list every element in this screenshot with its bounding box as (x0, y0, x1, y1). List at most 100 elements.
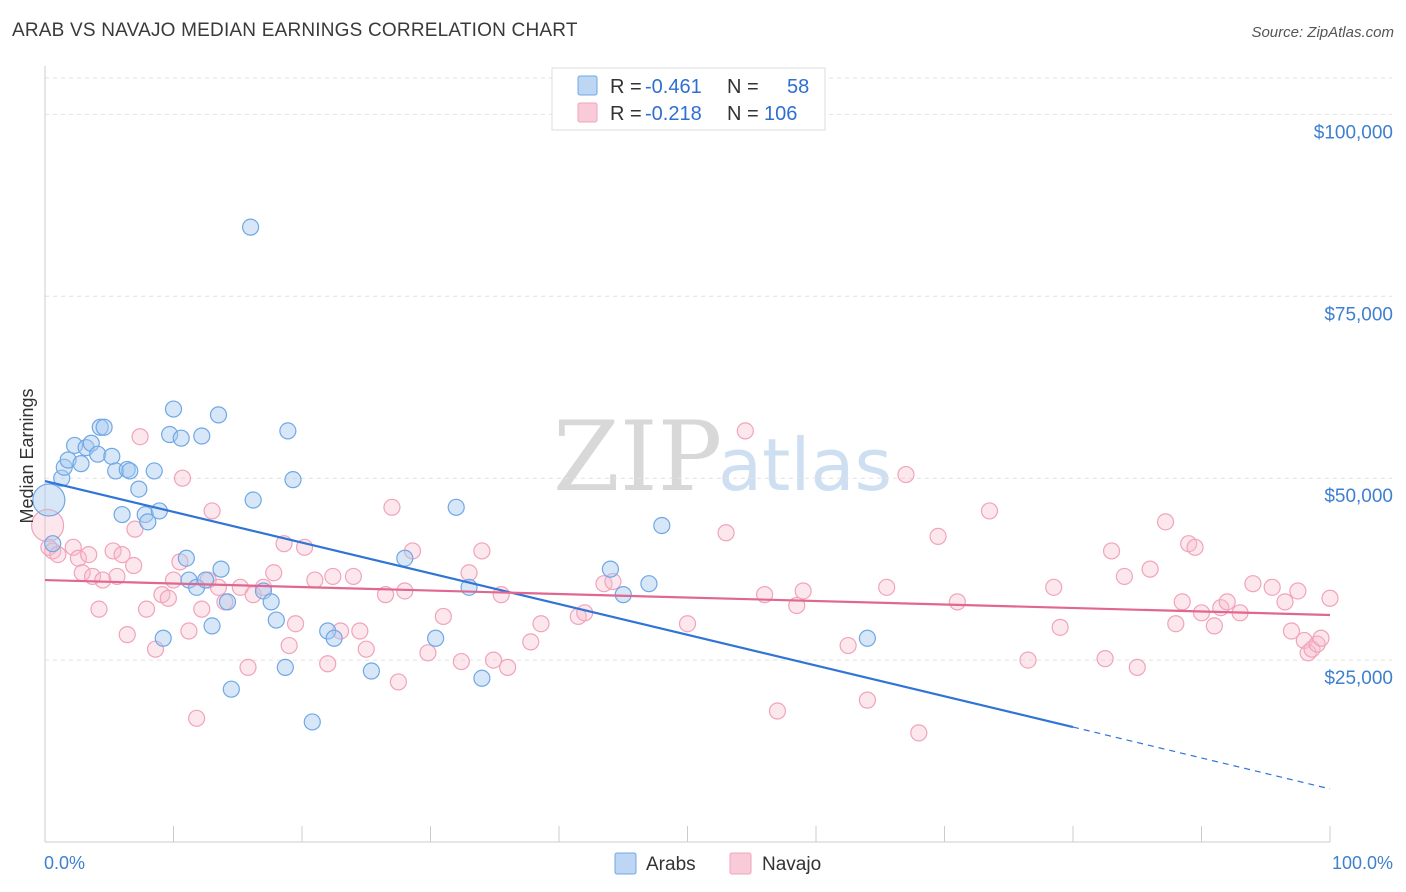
x-tick-label-1: 100.0% (1332, 853, 1393, 873)
arab-point-6 (72, 455, 90, 473)
navajo-point-50 (389, 673, 407, 691)
arab-point-21 (150, 502, 168, 520)
navajo-point-86 (1102, 542, 1121, 560)
navajo-point-22 (164, 571, 183, 589)
navajo-point-29 (203, 502, 221, 520)
navajo-point-74 (839, 636, 857, 655)
arabs-points (32, 218, 877, 731)
legend-r-label-2: R = (610, 103, 642, 125)
gridlines (45, 77, 1392, 661)
legend-r-value-navajo: -0.218 (645, 103, 702, 125)
navajo-point-69 (736, 422, 754, 440)
source-label: Source: ZipAtlas.com (1251, 24, 1394, 41)
navajo-point-77 (897, 465, 915, 484)
watermark-zip: ZIP (553, 401, 722, 513)
navajo-point-42 (319, 655, 337, 673)
arab-point-48 (396, 549, 414, 567)
navajo-point-3 (49, 545, 67, 564)
arab-point-36 (242, 218, 260, 236)
navajo-point-7 (80, 545, 98, 564)
navajo-point-11 (104, 542, 122, 560)
navajo-point-64 (576, 604, 594, 622)
arab-point-57 (858, 629, 877, 647)
y-tick-label-1: $50,000 (1324, 486, 1393, 507)
arab-point-25 (172, 429, 190, 447)
navajo-point-68 (717, 524, 735, 542)
navajo-point-60 (499, 658, 517, 676)
arab-point-40 (267, 611, 285, 629)
navajo-point-109 (1312, 629, 1330, 647)
navajo-point-32 (231, 578, 249, 596)
navajo-point-78 (910, 724, 928, 742)
navajo-point-41 (306, 571, 324, 589)
legend-r-label-1: R = (610, 76, 642, 98)
arab-point-34 (218, 593, 237, 611)
watermark-atlas: atlas (718, 423, 892, 507)
arab-point-16 (121, 462, 139, 480)
arab-point-52 (473, 669, 491, 687)
navajo-point-18 (137, 600, 156, 618)
arab-point-47 (362, 662, 380, 680)
navajo-point-12 (108, 567, 126, 586)
arab-point-11 (95, 418, 113, 436)
arab-point-37 (244, 491, 262, 509)
series-legend: Arabs Navajo (614, 852, 821, 875)
arab-point-43 (284, 471, 302, 489)
arab-point-53 (601, 560, 620, 578)
navajo-point-16 (126, 520, 144, 538)
arab-point-10 (91, 418, 109, 436)
navajo-point-45 (344, 567, 362, 586)
arab-point-56 (653, 516, 671, 535)
arab-point-4 (59, 451, 77, 469)
navajo-point-36 (265, 564, 283, 582)
arab-point-49 (427, 629, 445, 647)
y-tick-label-2: $75,000 (1324, 304, 1393, 325)
legend-label-navajo: Navajo (762, 854, 821, 875)
legend-n-value-navajo: 106 (764, 103, 797, 125)
legend-r-value-arabs: -0.461 (645, 76, 702, 98)
arab-point-39 (262, 593, 280, 611)
x-tick-label-0: 0.0% (44, 853, 85, 873)
arab-point-14 (113, 505, 131, 524)
arab-point-55 (640, 575, 658, 593)
arab-point-29 (193, 427, 211, 445)
navajo-point-67 (678, 615, 697, 633)
navajo-point-85 (1096, 650, 1114, 668)
arab-point-8 (82, 434, 100, 452)
arab-point-35 (222, 680, 240, 698)
navajo-point-25 (180, 622, 198, 640)
arab-point-1 (44, 535, 62, 553)
legend-swatch-navajo-bottom (729, 852, 752, 875)
navajo-point-75 (858, 691, 877, 709)
arab-point-50 (447, 498, 465, 516)
navajo-point-0 (30, 508, 65, 543)
arab-point-41 (276, 658, 294, 676)
navajo-point-100 (1244, 575, 1262, 593)
navajo-point-48 (376, 586, 395, 604)
navajo-point-94 (1186, 538, 1204, 556)
navajo-point-49 (383, 498, 401, 516)
navajo-point-96 (1205, 617, 1223, 635)
navajo-point-35 (254, 578, 273, 596)
navajo-points (30, 422, 1339, 742)
navajo-point-73 (794, 582, 812, 600)
arabs-trend-line (44, 480, 1074, 729)
arab-point-12 (103, 447, 121, 465)
legend-swatch-arabs (577, 75, 598, 96)
arab-point-19 (139, 513, 157, 531)
navajo-point-61 (522, 633, 540, 651)
arab-point-20 (145, 462, 163, 480)
chart-title: ARAB VS NAVAJO MEDIAN EARNINGS CORRELATI… (12, 20, 578, 41)
axes (44, 66, 1331, 843)
navajo-point-83 (1045, 578, 1063, 596)
navajo-point-24 (173, 469, 192, 487)
navajo-point-33 (239, 658, 257, 676)
arab-point-44 (303, 713, 321, 731)
arab-point-26 (177, 549, 195, 567)
navajo-point-62 (532, 615, 550, 633)
navajo-point-47 (357, 640, 375, 658)
navajo-point-71 (768, 702, 787, 720)
navajo-point-92 (1173, 593, 1191, 611)
legend-n-label-2: N = (727, 103, 759, 125)
